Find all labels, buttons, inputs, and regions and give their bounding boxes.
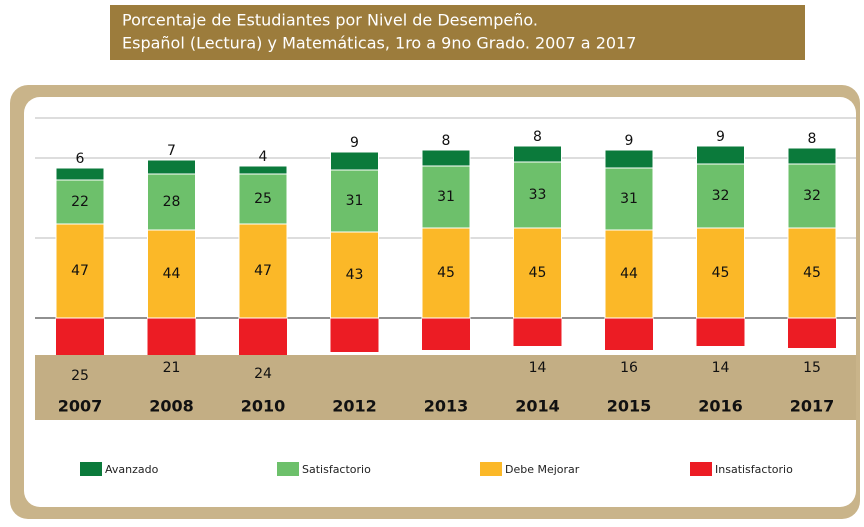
bar-segment	[787, 147, 837, 165]
bar-segment	[787, 163, 837, 229]
bar-segment	[421, 149, 471, 167]
data-label: 31	[346, 193, 364, 209]
x-tick-label: 2010	[241, 397, 286, 416]
x-tick-label: 2008	[149, 397, 194, 416]
x-tick-label: 2014	[515, 397, 560, 416]
bar-segment	[147, 318, 196, 360]
data-label: 25	[254, 191, 272, 207]
bar-segment	[330, 231, 379, 319]
data-label: 45	[437, 265, 455, 281]
bar-segment	[238, 223, 288, 319]
bar-segment	[696, 318, 745, 346]
data-label: 14	[712, 360, 730, 376]
x-tick-label: 2007	[58, 397, 103, 416]
bar-segment	[513, 227, 562, 319]
data-label: 22	[71, 194, 89, 210]
bar-segment	[696, 163, 745, 229]
data-label: 45	[529, 265, 547, 281]
data-label: 44	[163, 266, 181, 282]
bar-segment	[330, 151, 379, 171]
data-label: 7	[167, 143, 176, 159]
bar-segment	[147, 229, 196, 319]
data-label: 45	[712, 265, 730, 281]
bar-segment	[147, 159, 196, 175]
data-label: 8	[442, 133, 451, 149]
data-label: 9	[625, 133, 634, 149]
data-label: 32	[712, 188, 730, 204]
x-tick-label: 2017	[790, 397, 835, 416]
bar-segment	[696, 145, 745, 165]
data-label: 31	[620, 191, 638, 207]
legend-swatch	[80, 462, 102, 476]
bar-segment	[604, 229, 654, 319]
data-label: 21	[163, 360, 181, 376]
data-label: 8	[808, 131, 817, 147]
bar-segment	[55, 223, 105, 319]
bar-segment	[604, 167, 654, 231]
legend-label: Debe Mejorar	[505, 463, 580, 476]
data-label: 8	[533, 129, 542, 145]
bar-segment	[330, 318, 379, 352]
legend-swatch	[480, 462, 502, 476]
data-label: 4	[259, 149, 268, 165]
x-tick-label: 2015	[607, 397, 652, 416]
data-label: 14	[529, 360, 547, 376]
data-label: 25	[71, 368, 89, 384]
legend-label: Satisfactorio	[302, 463, 371, 476]
x-tick-label: 2013	[424, 397, 469, 416]
x-tick-label: 2012	[332, 397, 377, 416]
legend-swatch	[690, 462, 712, 476]
data-label: 24	[254, 366, 272, 382]
data-label: 9	[350, 135, 359, 151]
bar-segment	[238, 165, 288, 175]
x-tick-label: 2016	[698, 397, 743, 416]
data-label: 31	[437, 189, 455, 205]
bar-segment	[421, 227, 471, 319]
bar-segment	[513, 318, 562, 346]
data-label: 47	[254, 263, 272, 279]
data-label: 6	[76, 151, 85, 167]
bar-segment	[604, 149, 654, 169]
legend-label: Avanzado	[105, 463, 159, 476]
data-label: 33	[529, 187, 547, 203]
bar-segment	[696, 227, 745, 319]
chart-title: Porcentaje de Estudiantes por Nivel de D…	[122, 11, 538, 30]
chart-title: Español (Lectura) y Matemáticas, 1ro a 9…	[122, 34, 636, 53]
data-label: 45	[803, 265, 821, 281]
data-label: 28	[163, 194, 181, 210]
bar-segment	[55, 167, 105, 181]
bar-segment	[238, 173, 288, 225]
bar-segment	[788, 318, 836, 348]
data-label: 9	[716, 129, 725, 145]
bar-segment	[422, 318, 470, 350]
legend-swatch	[277, 462, 299, 476]
bar-segment	[787, 227, 837, 319]
title-box	[110, 5, 805, 60]
legend-label: Insatisfactorio	[715, 463, 793, 476]
bar-segment	[605, 318, 653, 350]
data-label: 32	[803, 188, 821, 204]
data-label: 47	[71, 263, 89, 279]
data-label: 16	[620, 360, 638, 376]
bar-segment	[513, 145, 562, 163]
data-label: 44	[620, 266, 638, 282]
bar-segment	[513, 161, 562, 229]
year-band	[35, 355, 856, 420]
data-label: 15	[803, 360, 821, 376]
bar-segment	[421, 165, 471, 229]
data-label: 43	[346, 267, 364, 283]
